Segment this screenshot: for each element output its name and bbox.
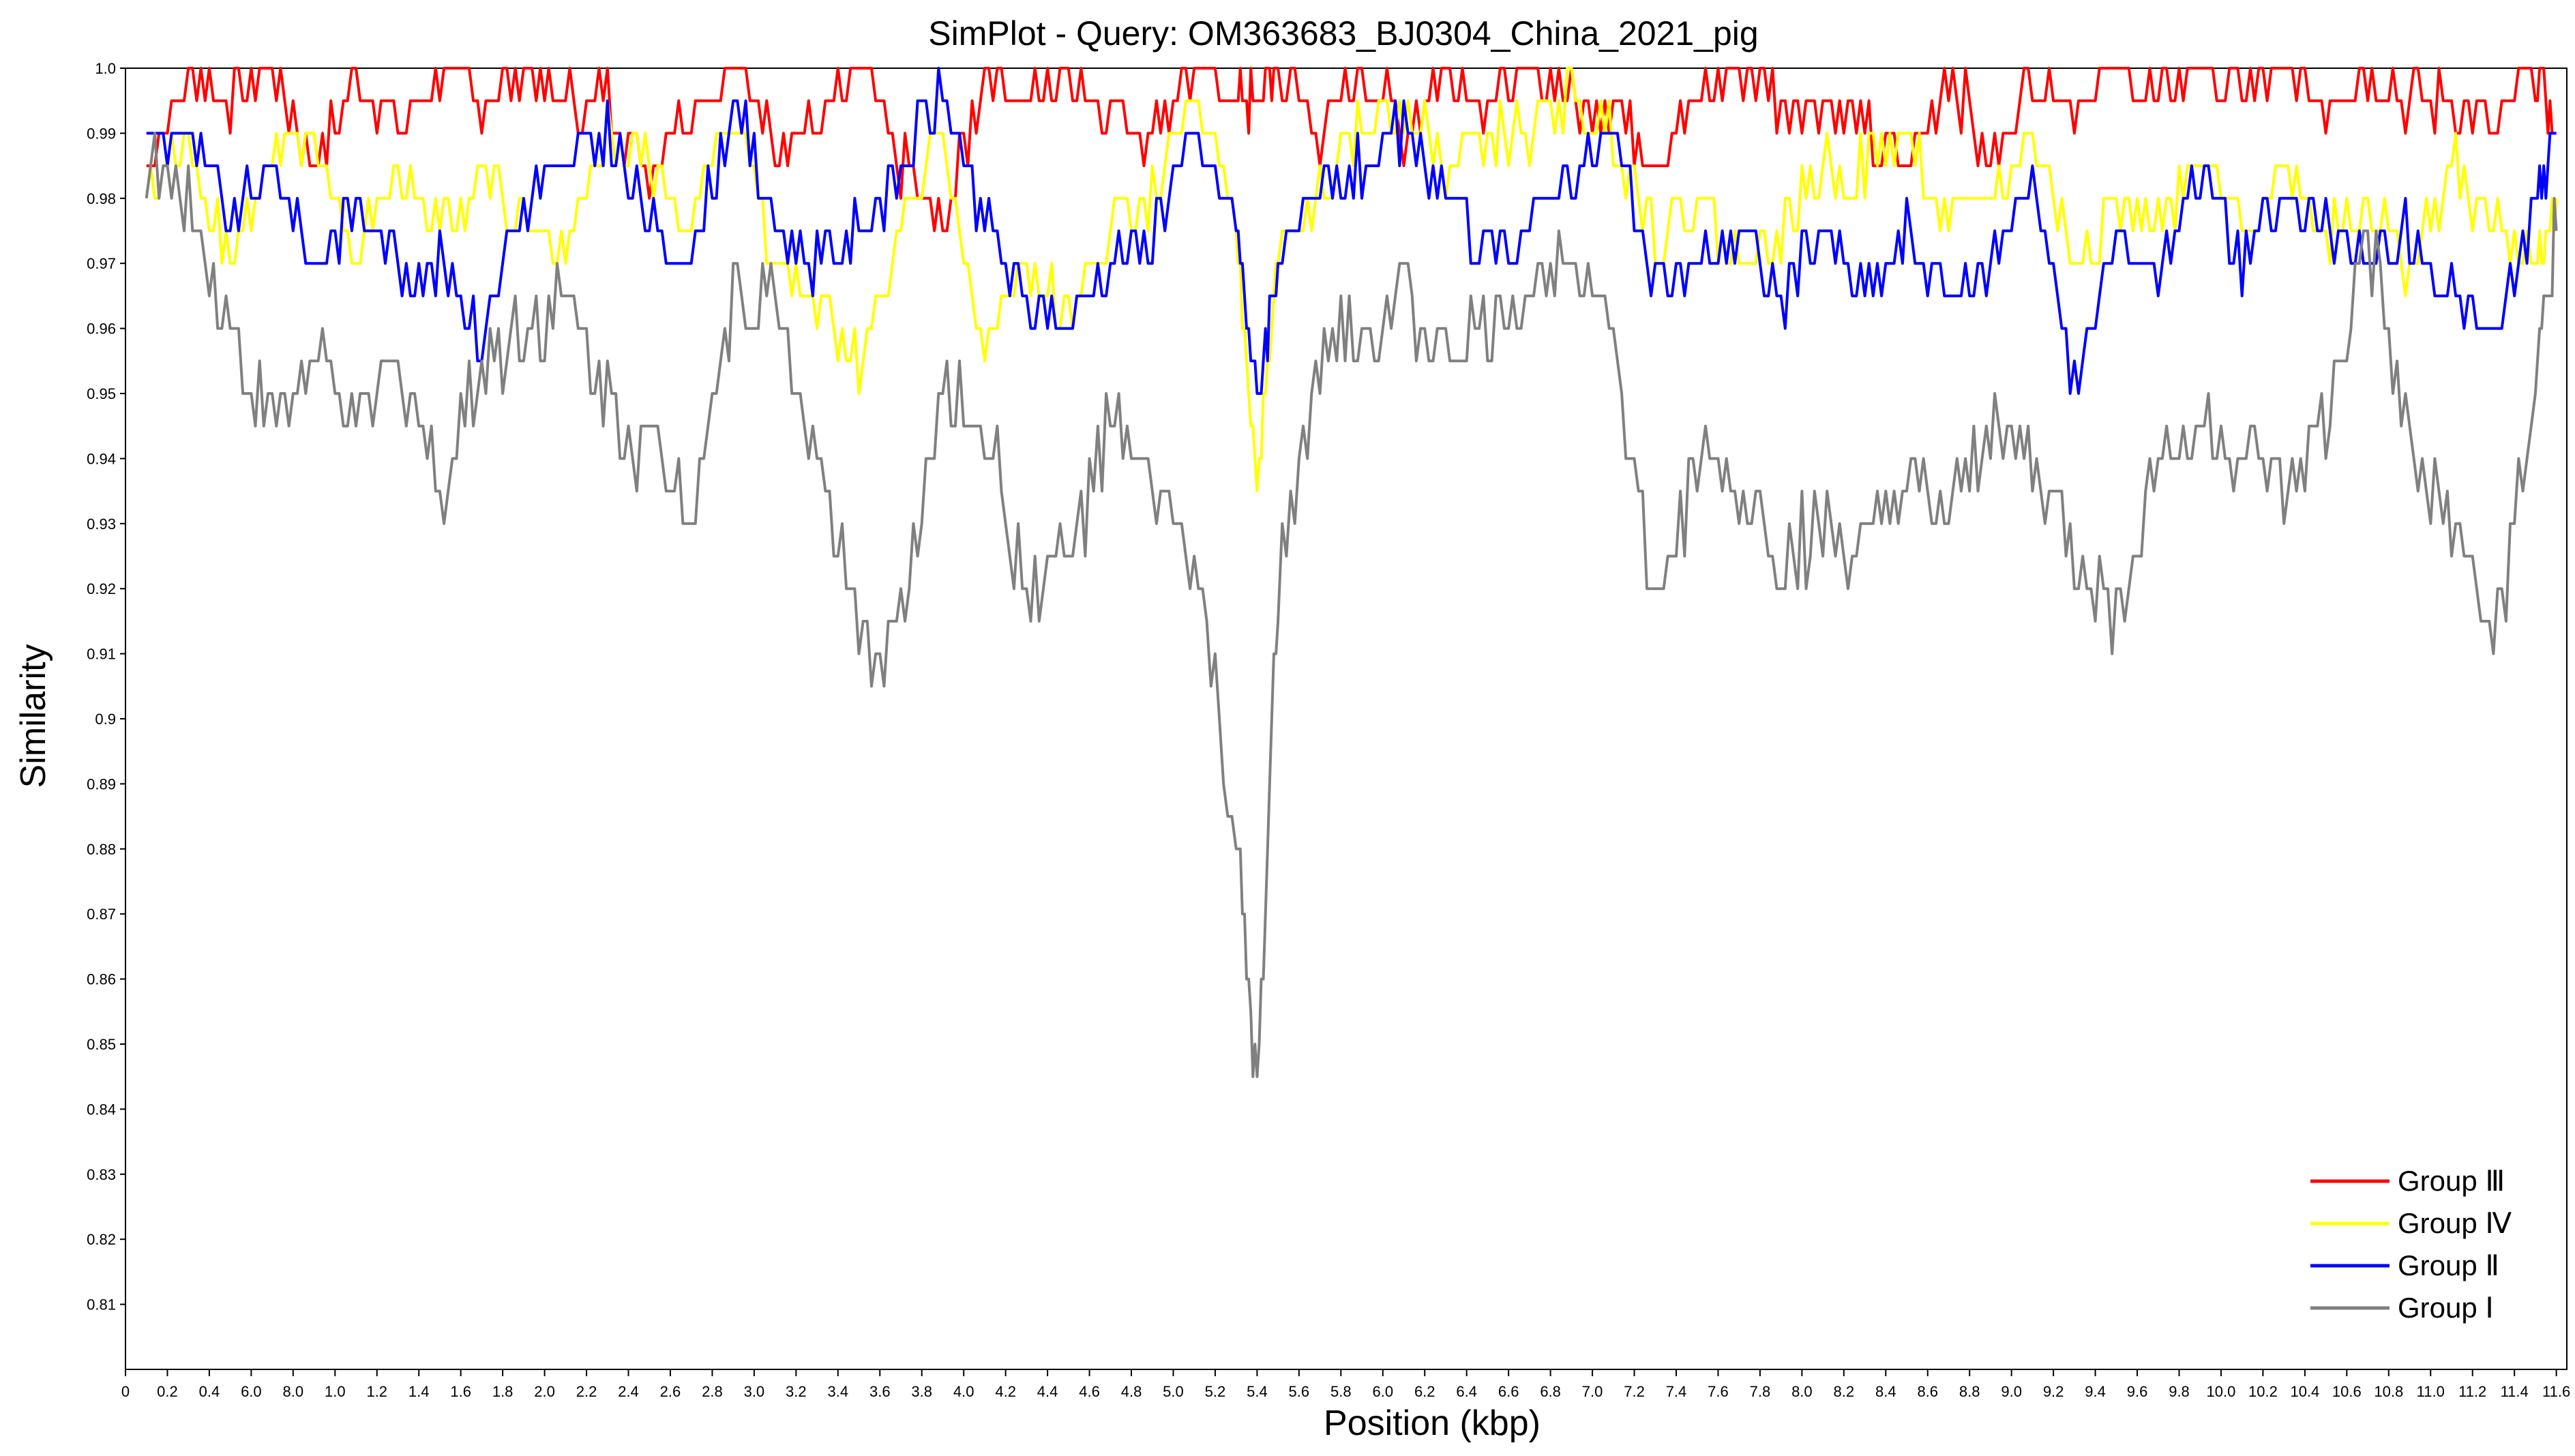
y-tick-label: 0.89: [87, 775, 116, 792]
x-tick-label: 6.4: [1456, 1383, 1477, 1400]
x-tick-label: 6.2: [1414, 1383, 1435, 1400]
x-tick-label: 1.6: [450, 1383, 471, 1400]
y-axis-title: Similarity: [14, 644, 53, 788]
x-tick-label: 8.0: [283, 1383, 304, 1400]
x-tick-label: 0: [121, 1383, 130, 1400]
x-tick-label: 2.4: [618, 1383, 639, 1400]
x-tick-label: 3.0: [744, 1383, 765, 1400]
x-tick-label: 5.8: [1330, 1383, 1352, 1400]
y-tick-label: 0.95: [87, 385, 116, 402]
x-tick-label: 6.8: [1540, 1383, 1561, 1400]
y-tick-label: 0.91: [87, 646, 116, 663]
y-tick-label: 0.92: [87, 580, 116, 597]
y-tick-label: 0.96: [87, 321, 116, 338]
y-tick-label: 0.81: [87, 1296, 116, 1313]
x-tick-label: 10.0: [2207, 1383, 2236, 1400]
x-tick-label: 9.2: [2043, 1383, 2064, 1400]
x-tick-label: 5.6: [1289, 1383, 1310, 1400]
x-tick-label: 10.2: [2248, 1383, 2278, 1400]
x-tick-label: 2.2: [576, 1383, 597, 1400]
x-tick-label: 0.2: [157, 1383, 178, 1400]
x-tick-label: 3.8: [911, 1383, 932, 1400]
legend-label: Group Ⅱ: [2398, 1249, 2499, 1281]
x-tick-label: 7.6: [1708, 1383, 1729, 1400]
y-tick-label: 0.9: [95, 711, 116, 728]
x-tick-label: 7.0: [1582, 1383, 1603, 1400]
y-tick-label: 0.83: [87, 1166, 116, 1183]
x-tick-label: 8.4: [1875, 1383, 1896, 1400]
x-tick-label: 0.4: [199, 1383, 220, 1400]
x-tick-label: 7.8: [1750, 1383, 1771, 1400]
x-tick-label: 9.6: [2127, 1383, 2148, 1400]
x-tick-label: 5.4: [1247, 1383, 1268, 1400]
y-tick-label: 0.88: [87, 841, 116, 858]
x-tick-label: 4.2: [995, 1383, 1016, 1400]
x-tick-label: 11.0: [2417, 1383, 2445, 1400]
y-tick-label: 0.85: [87, 1036, 116, 1053]
y-tick-label: 0.93: [87, 516, 116, 533]
x-tick-label: 2.0: [534, 1383, 555, 1400]
y-tick-label: 0.97: [87, 255, 116, 272]
legend-label: Group Ⅲ: [2398, 1165, 2505, 1197]
y-tick-label: 0.86: [87, 971, 116, 988]
x-tick-label: 2.8: [702, 1383, 723, 1400]
x-tick-label: 6.0: [241, 1383, 262, 1400]
legend-label: Group Ⅳ: [2398, 1207, 2512, 1239]
y-tick-label: 0.99: [87, 125, 116, 142]
x-tick-label: 10.8: [2374, 1383, 2403, 1400]
x-tick-label: 11.4: [2501, 1383, 2529, 1400]
x-tick-label: 6.0: [1372, 1383, 1393, 1400]
x-tick-label: 4.4: [1037, 1383, 1058, 1400]
x-tick-label: 1.2: [366, 1383, 387, 1400]
x-tick-label: 3.6: [869, 1383, 891, 1400]
legend-label: Group Ⅰ: [2398, 1292, 2494, 1324]
x-tick-label: 3.4: [828, 1383, 849, 1400]
x-tick-label: 4.0: [953, 1383, 974, 1400]
x-tick-label: 1.8: [492, 1383, 513, 1400]
y-tick-label: 1.0: [95, 60, 116, 77]
x-tick-label: 3.2: [786, 1383, 807, 1400]
x-axis-title: Position (kbp): [1324, 1403, 1540, 1443]
x-tick-label: 1.4: [408, 1383, 430, 1400]
x-tick-label: 6.6: [1498, 1383, 1519, 1400]
x-tick-label: 1.0: [325, 1383, 346, 1400]
x-tick-label: 4.6: [1079, 1383, 1100, 1400]
x-tick-label: 8.6: [1917, 1383, 1938, 1400]
x-tick-label: 8.8: [1959, 1383, 1980, 1400]
x-tick-label: 5.2: [1205, 1383, 1226, 1400]
y-tick-label: 0.94: [87, 450, 116, 467]
chart-title: SimPlot - Query: OM363683_BJ0304_China_2…: [928, 14, 1758, 53]
x-tick-label: 10.4: [2290, 1383, 2319, 1400]
x-tick-label: 7.4: [1666, 1383, 1687, 1400]
y-tick-label: 0.87: [87, 906, 116, 923]
y-tick-label: 0.98: [87, 190, 116, 207]
x-tick-label: 11.6: [2542, 1383, 2570, 1400]
x-tick-label: 5.0: [1163, 1383, 1184, 1400]
x-tick-label: 8.2: [1834, 1383, 1855, 1400]
x-tick-label: 8.0: [1791, 1383, 1813, 1400]
x-tick-label: 9.0: [2001, 1383, 2022, 1400]
y-tick-label: 0.82: [87, 1231, 116, 1248]
x-tick-label: 9.8: [2169, 1383, 2190, 1400]
x-tick-label: 2.6: [660, 1383, 681, 1400]
x-tick-label: 9.4: [2085, 1383, 2106, 1400]
x-tick-label: 10.6: [2332, 1383, 2362, 1400]
x-tick-label: 4.8: [1121, 1383, 1142, 1400]
y-tick-label: 0.84: [87, 1101, 116, 1118]
x-tick-label: 7.2: [1624, 1383, 1645, 1400]
x-tick-label: 11.2: [2458, 1383, 2486, 1400]
